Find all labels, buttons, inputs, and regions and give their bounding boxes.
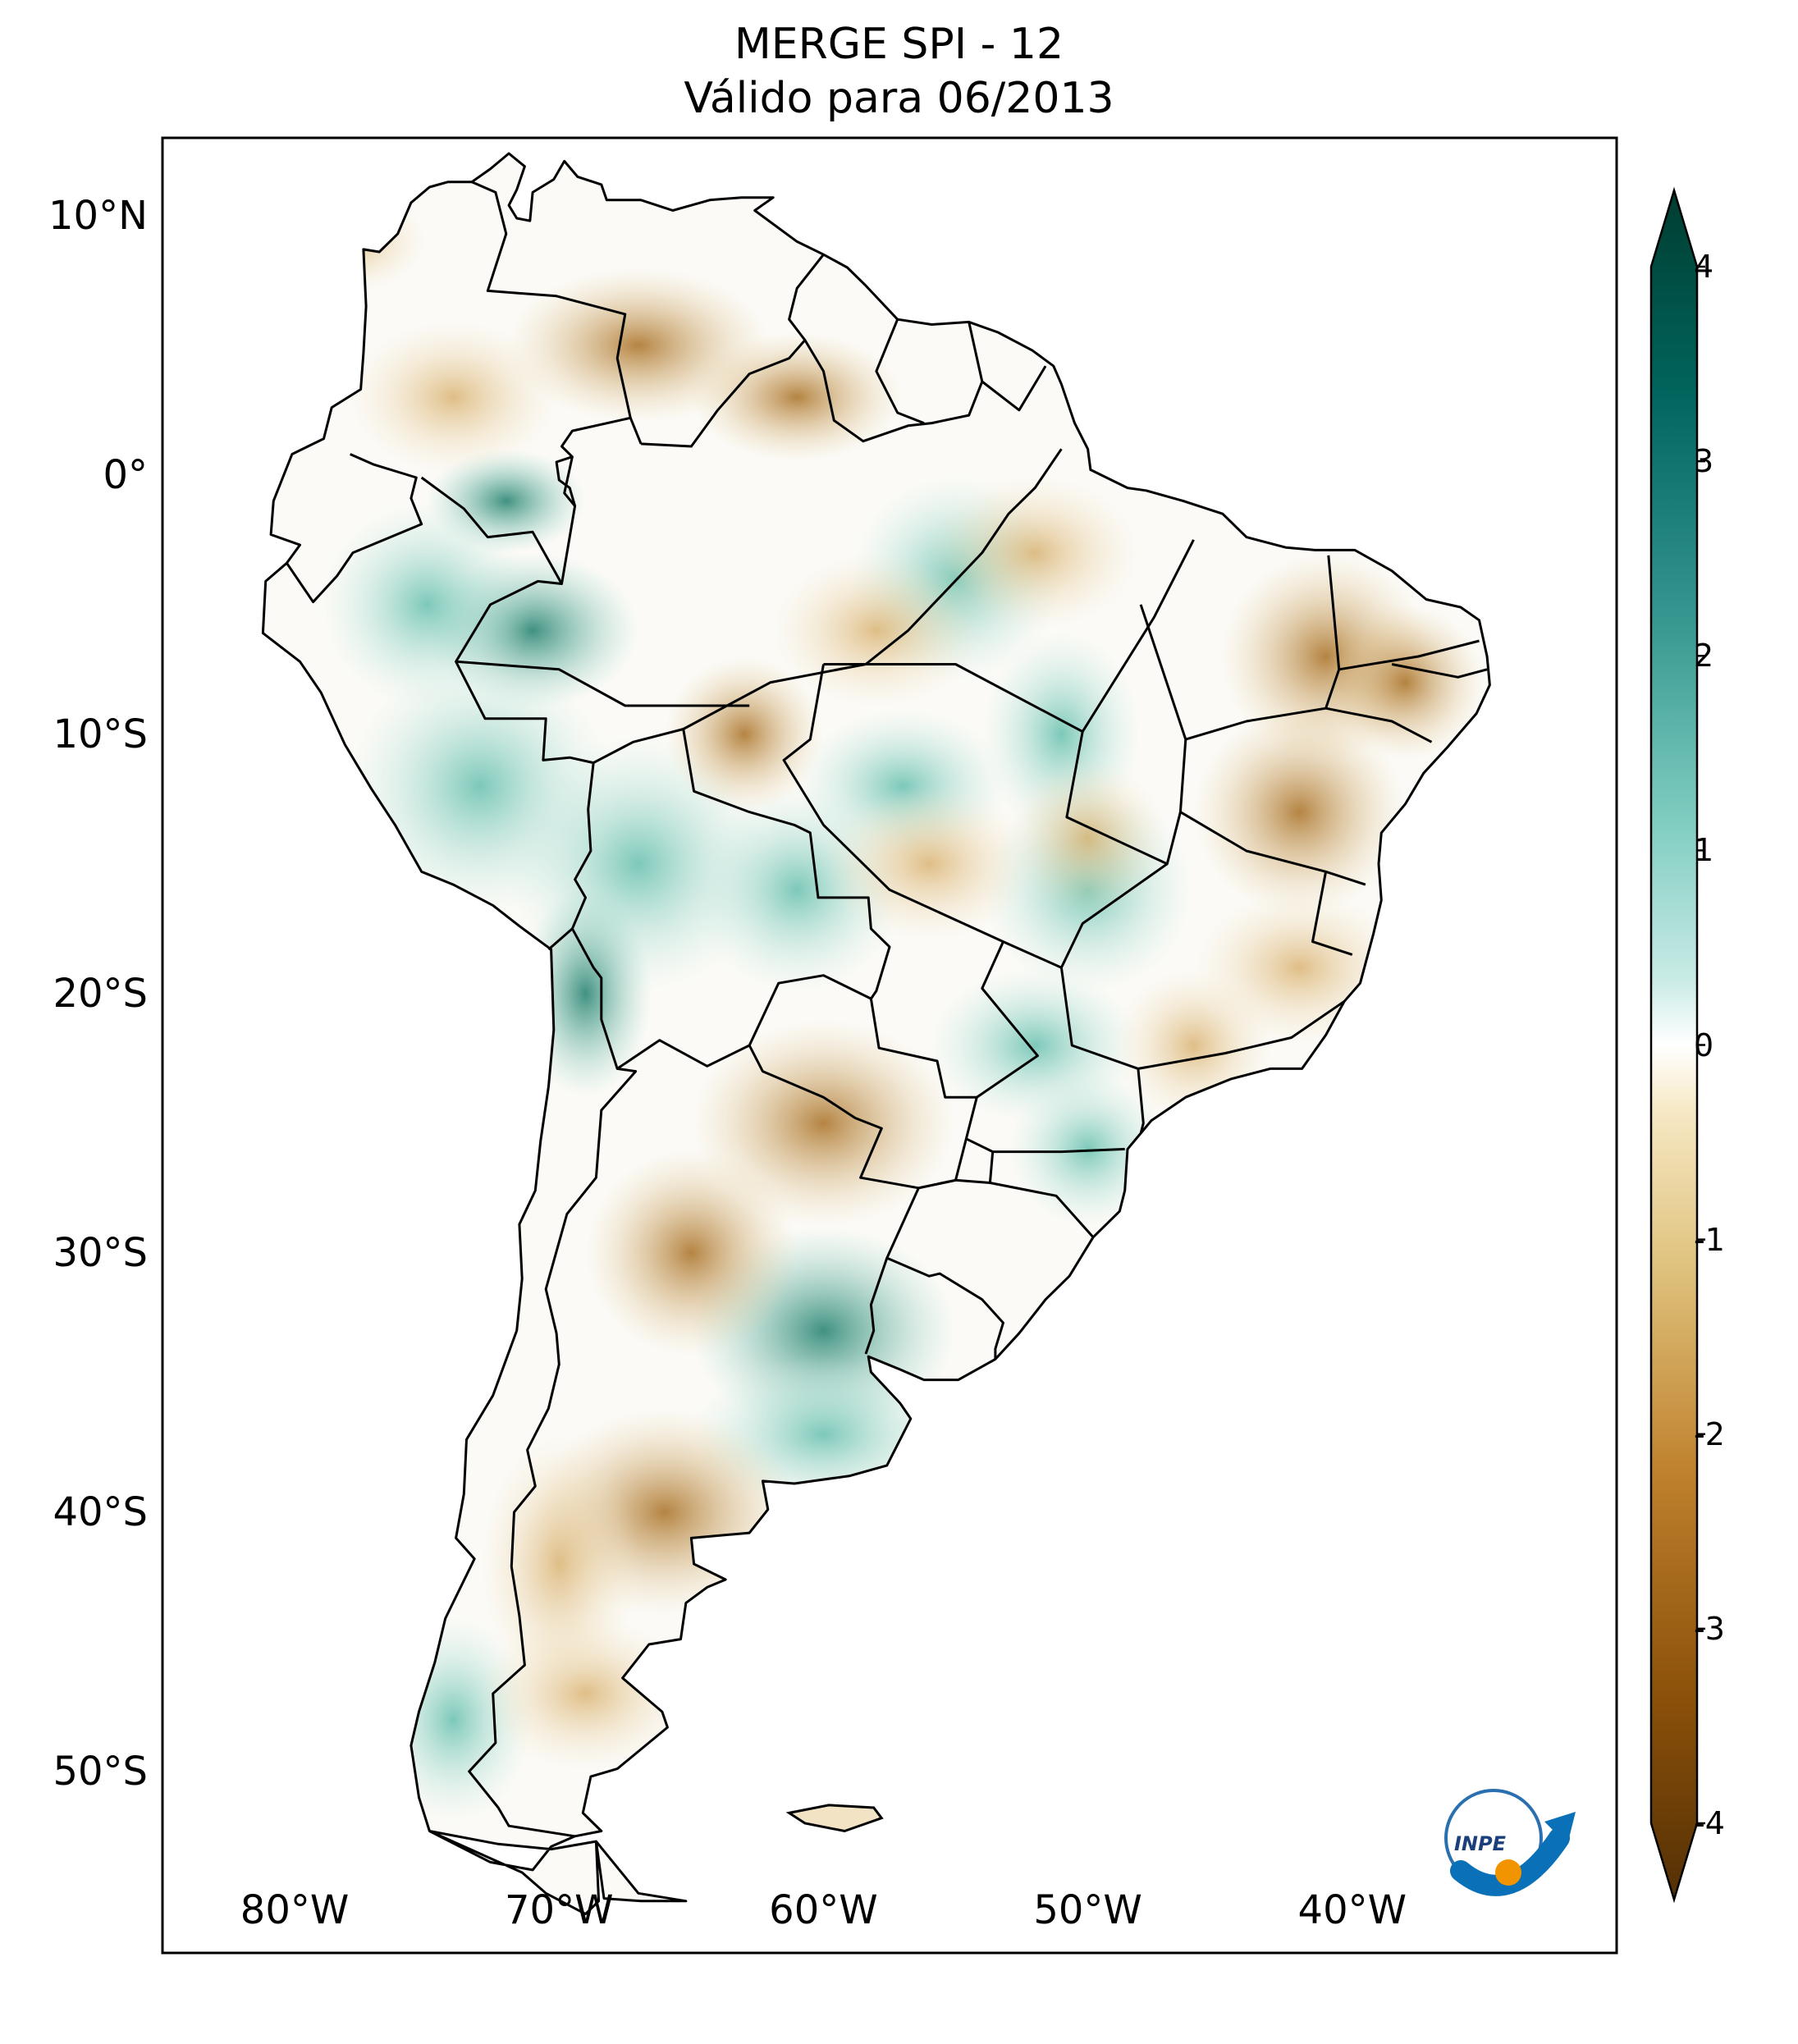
longitude-tick-label: 70°W xyxy=(504,1887,614,1933)
colorbar-tick-label: 3 xyxy=(1694,443,1714,480)
colorbar-bar xyxy=(1649,186,1699,1904)
coastline xyxy=(261,152,1491,1916)
inpe-logo: INPE xyxy=(1444,1789,1576,1896)
latitude-tick-label: 20°S xyxy=(53,970,148,1017)
logo-text: INPE xyxy=(1454,1832,1507,1855)
longitude-tick-label: 60°W xyxy=(769,1887,878,1933)
latitude-tick-label: 40°S xyxy=(53,1488,148,1535)
longitude-tick-label: 40°W xyxy=(1297,1887,1407,1933)
latitude-tick-label: 10°S xyxy=(53,711,148,757)
longitude-tick-label: 80°W xyxy=(240,1887,350,1933)
latitude-tick-label: 30°S xyxy=(53,1229,148,1276)
colorbar-tick-label: 0 xyxy=(1694,1027,1714,1063)
colorbar-tick-label: -1 xyxy=(1694,1221,1725,1258)
map-axes-frame xyxy=(161,136,1618,1955)
colorbar-tick-label: -4 xyxy=(1694,1805,1725,1841)
colorbar-tick-label: -2 xyxy=(1694,1415,1725,1452)
latitude-tick-label: 0° xyxy=(103,451,148,498)
country-and-state-borders xyxy=(286,181,1488,1838)
map-title: MERGE SPI - 12 xyxy=(734,20,1064,69)
latitude-tick-label: 10°N xyxy=(48,192,148,239)
longitude-tick-label: 50°W xyxy=(1033,1887,1142,1933)
map-subtitle: Válido para 06/2013 xyxy=(684,74,1114,123)
colorbar-tick-label: -3 xyxy=(1694,1610,1725,1647)
falklands-island xyxy=(785,1804,884,1833)
colorbar-tick-label: 2 xyxy=(1694,638,1714,674)
colorbar-tick-label: 1 xyxy=(1694,832,1714,869)
colorbar-tick-label: 4 xyxy=(1694,249,1714,285)
latitude-tick-label: 50°S xyxy=(53,1748,148,1795)
